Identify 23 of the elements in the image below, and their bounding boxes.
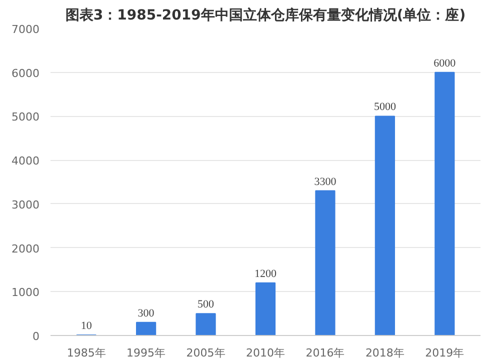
y-tick-label: 5000 <box>12 110 40 124</box>
y-tick-label: 6000 <box>12 66 40 80</box>
y-tick-label: 7000 <box>12 23 40 36</box>
x-tick-label: 2016年 <box>306 346 345 360</box>
x-tick-label: 1985年 <box>66 346 106 360</box>
x-tick-label: 2018年 <box>365 346 404 360</box>
data-label: 5000 <box>374 101 396 114</box>
x-tick-label: 2010年 <box>246 346 286 360</box>
x-tick-label: 1995年 <box>126 346 166 360</box>
chart-title: 图表3：1985-2019年中国立体仓库保有量变化情况(单位：座) <box>65 6 466 24</box>
y-tick-label: 2000 <box>12 242 40 256</box>
y-tick-label: 3000 <box>12 198 40 212</box>
data-label: 6000 <box>434 57 456 70</box>
data-label: 300 <box>138 307 155 320</box>
y-tick-label: 1000 <box>12 286 40 300</box>
x-tick-label: 2005年 <box>186 346 226 360</box>
data-label: 500 <box>198 298 215 311</box>
x-tick-label: 2019年 <box>425 346 464 360</box>
data-label: 3300 <box>314 176 337 188</box>
data-label: 1200 <box>254 268 277 280</box>
data-label: 10 <box>80 320 92 332</box>
y-tick-label: 4000 <box>12 154 40 168</box>
y-tick-label: 0 <box>32 330 40 343</box>
